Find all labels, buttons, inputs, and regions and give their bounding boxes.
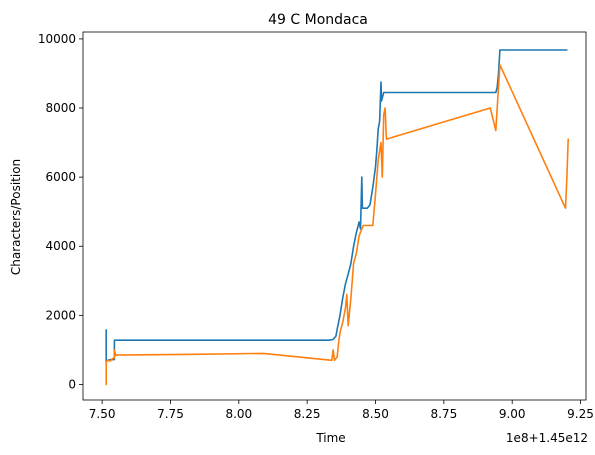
x-tick-label: 9.25 (567, 407, 594, 421)
x-tick-label: 8.00 (225, 407, 252, 421)
x-axis-label: Time (315, 431, 345, 445)
y-tick-label: 4000 (45, 239, 76, 253)
x-tick-label: 7.75 (157, 407, 184, 421)
plot-area (82, 31, 587, 401)
plot-frame (82, 31, 587, 401)
x-tick-label: 7.50 (89, 407, 116, 421)
y-axis: 0 2000 4000 6000 8000 10000 (38, 32, 83, 391)
y-tick-label: 8000 (45, 101, 76, 115)
x-tick-label: 8.75 (430, 407, 457, 421)
x-tick-label: 8.25 (294, 407, 321, 421)
y-axis-label: Characters/Position (9, 159, 23, 275)
series-line-1 (105, 49, 568, 363)
x-tick-label: 9.00 (499, 407, 526, 421)
chart-title: 49 C Mondaca (268, 12, 368, 28)
x-axis-offset-label: 1e8+1.45e12 (506, 431, 588, 445)
y-tick-label: 2000 (45, 308, 76, 322)
series-line-2 (105, 64, 570, 386)
x-axis: 7.50 7.75 8.00 8.25 8.50 8.75 9.00 9.25 (89, 400, 594, 421)
y-tick-label: 10000 (38, 32, 76, 46)
y-tick-label: 0 (68, 377, 76, 391)
x-tick-label: 8.50 (362, 407, 389, 421)
y-tick-label: 6000 (45, 170, 76, 184)
